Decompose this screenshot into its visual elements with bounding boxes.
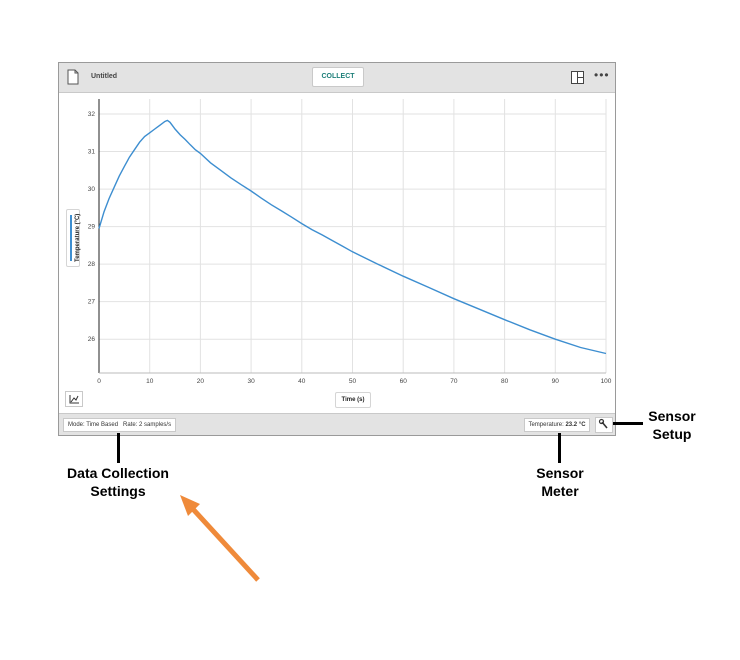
x-tick-label: 10 [146,378,154,385]
annotation-data-collection-settings: Data Collection Settings [67,465,169,499]
file-title[interactable]: Untitled [91,73,118,80]
x-tick-label: 50 [349,378,357,385]
layout-icon[interactable] [571,71,584,84]
y-tick-label: 31 [88,149,96,156]
collect-button[interactable]: COLLECT [312,67,364,87]
y-axis-label-button[interactable]: Temperature (°C) [66,209,81,267]
graph-tools-icon [69,395,79,404]
orange-arrow [180,495,260,582]
callout-line-meter [558,433,561,463]
x-tick-label: 90 [552,378,560,385]
app-window: Untitled COLLECT ••• 0 10 20 30 40 50 60 70 80 90… [58,62,616,436]
graph-tools-button[interactable] [65,391,83,407]
sensor-setup-button[interactable] [595,417,613,433]
y-tick-label: 26 [88,336,96,343]
x-tick-label: 40 [298,378,306,385]
top-toolbar: Untitled COLLECT ••• [59,63,615,93]
wrench-icon [598,418,608,429]
data-collection-settings-button[interactable]: Mode: Time Based Rate: 2 samples/s [63,418,177,432]
callout-line-setup [613,422,643,425]
y-axis-label: Temperature (°C) [75,213,81,262]
x-tick-label: 0 [97,378,101,385]
mode-text: Mode: Time Based [68,422,119,428]
rate-text: Rate: 2 samples/s [123,422,172,428]
y-tick-label: 29 [88,224,96,231]
more-icon[interactable]: ••• [594,68,610,82]
bottom-status-bar: Mode: Time Based Rate: 2 samples/s Tempe… [59,413,615,435]
y-tick-label: 27 [88,299,96,306]
annotation-sensor-setup: Sensor Setup [648,408,696,442]
y-tick-label: 28 [88,261,96,268]
x-tick-label: 30 [247,378,255,385]
meter-value: 23.2 °C [565,422,586,428]
x-tick-label: 100 [601,378,612,385]
sensor-meter[interactable]: Temperature: 23.2 °C [524,418,590,432]
temperature-series-line [98,119,607,355]
x-tick-label: 60 [400,378,408,385]
x-axis-label[interactable]: Time (s) [335,392,371,408]
document-icon[interactable] [67,69,79,85]
graph-area[interactable]: 0 10 20 30 40 50 60 70 80 90 100 26 27 28 29 30 31 32 [59,93,615,413]
meter-label: Temperature: [528,422,564,428]
x-tick-label: 70 [450,378,458,385]
x-tick-label: 80 [501,378,509,385]
series-swatch [70,215,72,261]
y-tick-label: 32 [88,111,96,118]
callout-line-settings [117,433,120,463]
y-tick-label: 30 [88,186,96,193]
annotation-sensor-meter: Sensor Meter [536,465,584,499]
x-tick-label: 20 [197,378,205,385]
